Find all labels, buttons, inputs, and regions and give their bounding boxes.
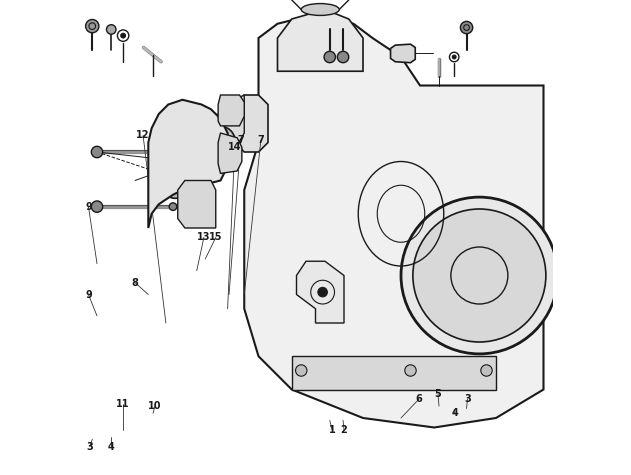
Text: 3: 3	[464, 394, 471, 404]
Circle shape	[169, 203, 177, 210]
Circle shape	[91, 201, 103, 212]
Text: 10: 10	[148, 401, 162, 411]
Circle shape	[295, 365, 307, 376]
Polygon shape	[235, 95, 268, 152]
Circle shape	[86, 19, 99, 33]
Circle shape	[338, 51, 349, 63]
Ellipse shape	[396, 47, 410, 60]
Text: 12: 12	[136, 130, 150, 141]
Polygon shape	[391, 44, 415, 63]
Text: 15: 15	[209, 232, 223, 243]
Text: 6: 6	[416, 394, 422, 404]
Circle shape	[405, 365, 416, 376]
Ellipse shape	[154, 139, 197, 199]
Polygon shape	[278, 10, 363, 71]
Ellipse shape	[220, 98, 240, 124]
Polygon shape	[244, 14, 543, 428]
Text: 5: 5	[435, 389, 442, 399]
Circle shape	[452, 55, 456, 59]
Text: 9: 9	[85, 201, 92, 212]
Circle shape	[201, 211, 210, 221]
Polygon shape	[218, 95, 244, 126]
Circle shape	[481, 365, 492, 376]
Text: 9: 9	[85, 289, 92, 300]
Text: 7: 7	[257, 135, 264, 145]
Text: 8: 8	[131, 277, 138, 288]
Circle shape	[107, 25, 116, 34]
Text: 4: 4	[108, 441, 115, 452]
Circle shape	[91, 146, 103, 158]
Text: 13: 13	[197, 232, 211, 243]
Polygon shape	[297, 261, 344, 323]
Ellipse shape	[210, 127, 236, 162]
Circle shape	[461, 21, 473, 34]
Polygon shape	[178, 180, 216, 228]
Text: 2: 2	[341, 425, 348, 435]
Polygon shape	[148, 100, 230, 228]
Text: 7: 7	[237, 135, 244, 145]
Circle shape	[413, 209, 546, 342]
Text: 4: 4	[451, 408, 458, 418]
Circle shape	[165, 148, 172, 156]
Ellipse shape	[301, 4, 339, 15]
Text: 14: 14	[228, 142, 242, 152]
Ellipse shape	[220, 141, 238, 168]
Polygon shape	[206, 95, 244, 190]
Text: 11: 11	[116, 399, 130, 409]
Circle shape	[184, 211, 193, 221]
Text: 1: 1	[329, 425, 336, 435]
Polygon shape	[292, 356, 496, 390]
Text: 3: 3	[86, 441, 93, 452]
Ellipse shape	[160, 147, 191, 190]
Polygon shape	[218, 133, 242, 173]
Circle shape	[121, 33, 126, 38]
Circle shape	[318, 287, 327, 297]
Circle shape	[401, 197, 558, 354]
Circle shape	[324, 51, 336, 63]
